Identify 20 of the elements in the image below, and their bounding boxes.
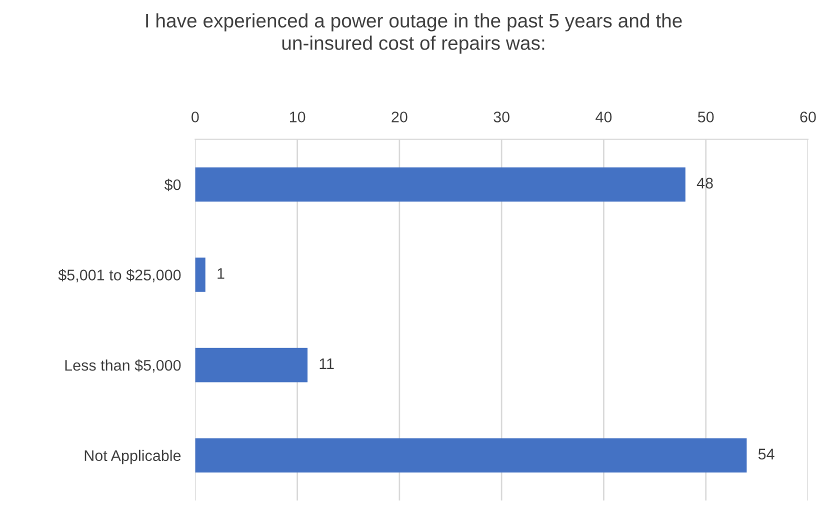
y-tick-label: $5,001 to $25,000 bbox=[58, 268, 181, 282]
chart-title: I have experienced a power outage in the past 5 years and the un-insured cost of repairs was: bbox=[146, 13, 682, 54]
x-tick-label: 40 bbox=[596, 112, 612, 122]
y-tick-label: Not Applicable bbox=[84, 450, 181, 464]
data-label: 54 bbox=[758, 448, 774, 460]
x-tick-label: 20 bbox=[392, 112, 408, 122]
x-tick-label: 10 bbox=[290, 112, 306, 122]
bar bbox=[195, 258, 206, 292]
y-tick-label: $0 bbox=[164, 178, 181, 192]
bar bbox=[195, 167, 686, 202]
x-tick-label: 60 bbox=[800, 112, 816, 122]
data-label: 11 bbox=[320, 358, 334, 370]
x-tick-label: 50 bbox=[698, 112, 714, 122]
x-tick-label: 0 bbox=[192, 112, 199, 122]
bar bbox=[195, 348, 308, 382]
data-label: 48 bbox=[696, 178, 713, 189]
data-label: 1 bbox=[218, 268, 224, 279]
bar bbox=[195, 438, 747, 473]
y-tick-label: Less than $5,000 bbox=[65, 359, 181, 373]
x-tick-label: 30 bbox=[494, 112, 510, 122]
